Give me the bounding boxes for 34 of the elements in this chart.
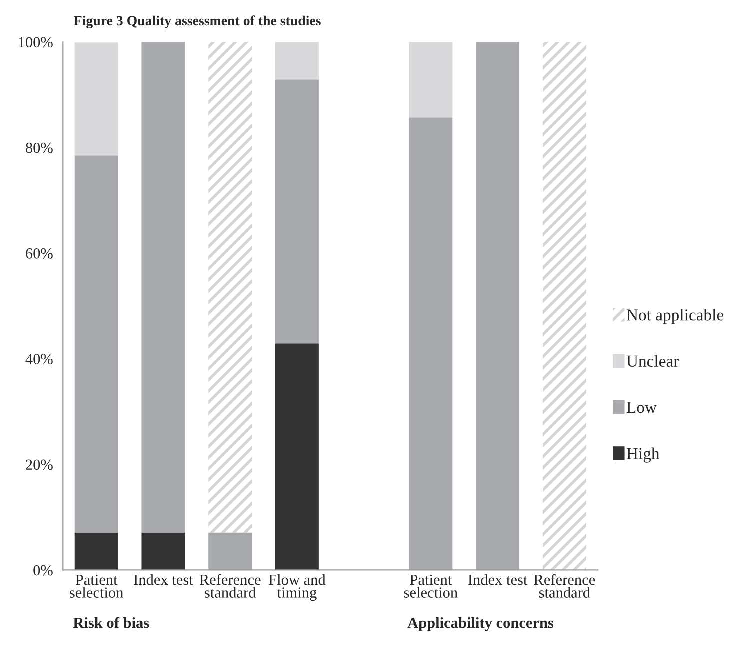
text: Risk of bias [73,617,150,628]
y-tick-label: 20% [26,460,53,470]
text: Applicability concerns [408,617,554,632]
x-tick-label: Reference standard [200,574,261,598]
legend-label: Not applicable [626,309,724,324]
x-tick-label: Flow and timing [268,574,326,602]
x-tick-label: Index test [468,574,528,586]
bar [275,80,319,344]
chart-title: Figure 3 Quality assessment of the studies [74,16,321,29]
x-tick-label: Patient selection [70,574,124,598]
bar [275,42,319,80]
bar [275,344,319,570]
x-tick-label: Index test [134,574,194,586]
x-tick-label: Patient selection [404,574,458,598]
bar [74,156,118,533]
legend-label: High [626,448,660,463]
y-tick-label: 40% [26,354,53,364]
bar [142,532,186,570]
bar [542,42,586,570]
legend-label: Unclear [626,355,680,367]
bar [409,118,453,570]
y-tick-label: 80% [26,142,53,154]
bar [208,42,252,533]
y-tick-label: 100% [19,37,53,48]
bar [74,532,118,570]
legend-label: Low [626,402,657,414]
bar [476,42,520,570]
bar [208,532,252,570]
y-tick-label: 0% [34,565,53,576]
x-tick-label: Reference standard [534,574,596,598]
bar [74,42,118,156]
bar [409,42,453,118]
bar [142,42,186,533]
y-tick-label: 60% [26,248,53,259]
